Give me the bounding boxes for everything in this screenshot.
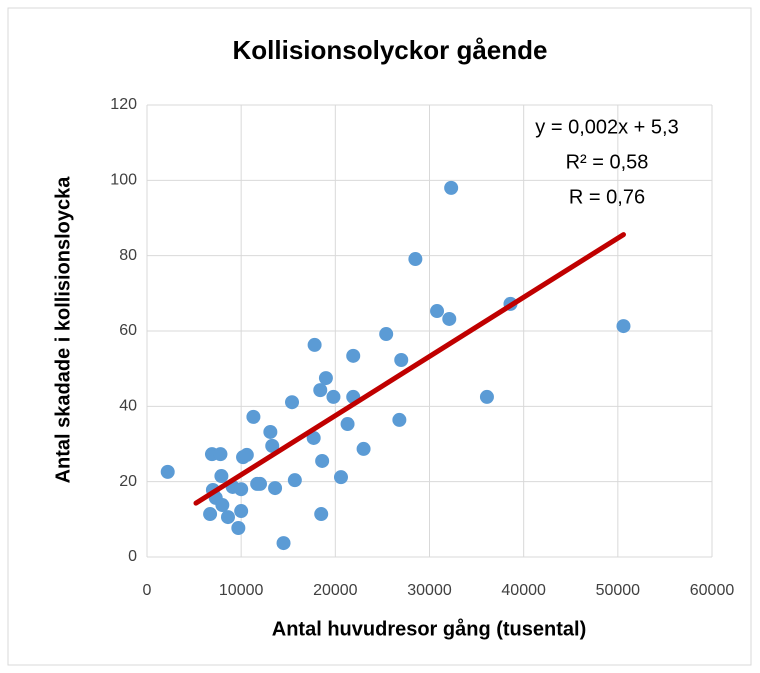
point bbox=[213, 447, 228, 462]
y-tick-label: 120 bbox=[110, 96, 137, 113]
chart-border bbox=[7, 7, 752, 666]
point bbox=[234, 482, 249, 497]
point bbox=[231, 520, 246, 535]
point bbox=[253, 476, 267, 491]
y-tick-label: 80 bbox=[119, 247, 137, 264]
trend-line bbox=[193, 232, 626, 506]
point bbox=[268, 481, 283, 496]
y-tick-label: 60 bbox=[119, 322, 137, 339]
point bbox=[356, 441, 371, 456]
point bbox=[307, 337, 322, 352]
point bbox=[346, 348, 361, 363]
point bbox=[263, 424, 278, 439]
point bbox=[285, 395, 300, 410]
point bbox=[394, 353, 409, 368]
point bbox=[333, 470, 348, 485]
point bbox=[239, 447, 254, 462]
point bbox=[379, 327, 394, 342]
point bbox=[220, 510, 235, 525]
point bbox=[340, 417, 355, 432]
point bbox=[616, 319, 631, 334]
point bbox=[276, 536, 291, 551]
x-tick-label: 10000 bbox=[219, 582, 264, 599]
point bbox=[306, 430, 321, 445]
point bbox=[326, 389, 341, 404]
point bbox=[287, 473, 302, 488]
y-tick-label: 20 bbox=[119, 473, 137, 490]
y-tick-label: 0 bbox=[128, 548, 137, 565]
point bbox=[442, 311, 457, 326]
x-tick-label: 0 bbox=[143, 582, 152, 599]
point bbox=[392, 412, 407, 427]
point bbox=[265, 438, 280, 453]
point bbox=[444, 180, 459, 195]
point bbox=[430, 304, 445, 319]
point bbox=[318, 371, 333, 386]
x-tick-label: 60000 bbox=[690, 582, 735, 599]
point bbox=[160, 464, 175, 479]
chart-title: Kollisionsolyckor gående bbox=[233, 35, 548, 65]
point bbox=[408, 252, 423, 267]
annotation: R² = 0,58 bbox=[566, 151, 649, 173]
x-tick-label: 40000 bbox=[501, 582, 546, 599]
point bbox=[314, 507, 329, 522]
point bbox=[214, 469, 229, 484]
x-tick-label: 20000 bbox=[313, 582, 358, 599]
y-tick-label: 40 bbox=[119, 398, 137, 415]
annotation: R = 0,76 bbox=[569, 186, 645, 208]
x-tick-label: 30000 bbox=[407, 582, 452, 599]
point bbox=[313, 383, 328, 398]
point bbox=[315, 453, 330, 468]
y-axis-title: Antal skadade i kollisionsloycka bbox=[52, 176, 74, 484]
point bbox=[246, 409, 261, 424]
y-tick-label: 100 bbox=[110, 172, 137, 189]
point bbox=[234, 504, 249, 519]
point bbox=[215, 498, 230, 513]
x-axis-title: Antal huvudresor gång (tusental) bbox=[272, 617, 586, 640]
x-tick-label: 50000 bbox=[596, 582, 641, 599]
point bbox=[479, 389, 494, 404]
point bbox=[203, 507, 218, 522]
annotation: y = 0,002x + 5,3 bbox=[535, 116, 678, 138]
